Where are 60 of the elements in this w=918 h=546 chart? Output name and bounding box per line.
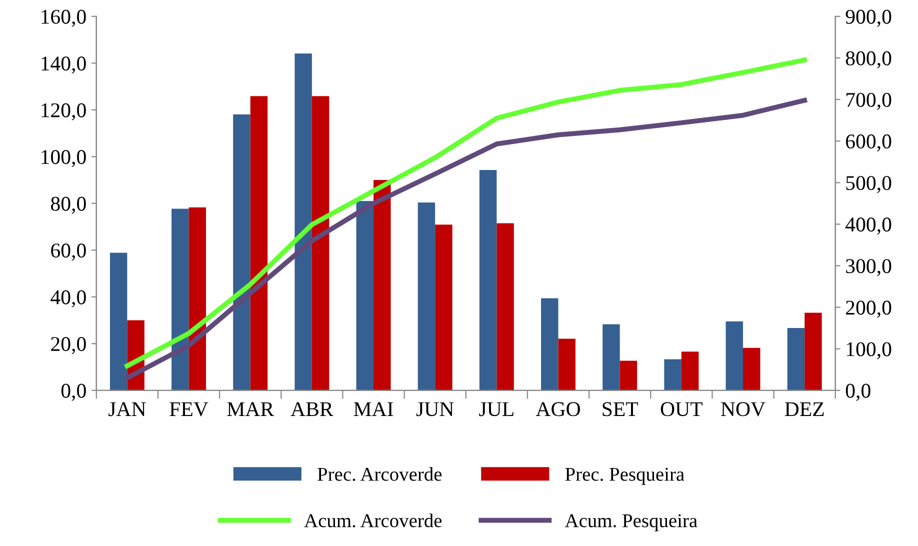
y-tick-label: 140,0 xyxy=(42,56,86,74)
y2-tick-label: 200,0 xyxy=(846,300,892,318)
y2-tick-label: 900,0 xyxy=(846,10,892,27)
bar xyxy=(726,321,744,390)
y2-tick-label: 800,0 xyxy=(846,51,892,68)
bar xyxy=(188,207,206,390)
bar xyxy=(312,96,330,390)
x-tick-label: JAN xyxy=(108,402,146,416)
x-tick-label: ABR xyxy=(290,402,334,416)
x-tick-label: AGO xyxy=(536,402,580,416)
y2-tick-label: 400,0 xyxy=(846,218,892,235)
y-tick-label: 60,0 xyxy=(51,244,86,261)
bar xyxy=(435,224,452,390)
bar xyxy=(743,348,760,390)
bar xyxy=(602,324,620,390)
y2-tick-label: 0,0 xyxy=(846,384,870,401)
x-tick-label: MAR xyxy=(227,402,274,416)
x-tick-label: DEZ xyxy=(784,402,824,416)
bar xyxy=(250,96,268,390)
bar xyxy=(233,114,250,390)
legend-label: Prec. Arcoverde xyxy=(318,467,442,481)
y-tick-label: 40,0 xyxy=(50,290,86,308)
y2-tick-label: 300,0 xyxy=(846,259,892,276)
bar xyxy=(172,208,189,390)
legend-label: Prec. Pesqueira xyxy=(565,468,684,485)
bar xyxy=(356,201,374,390)
y2-tick-label: 700,0 xyxy=(846,92,892,110)
line-series xyxy=(124,58,808,368)
bar xyxy=(418,202,436,390)
x-tick-label: NOV xyxy=(721,402,766,416)
x-tick-label: JUL xyxy=(479,402,514,416)
bar xyxy=(110,252,128,390)
bar xyxy=(496,223,514,390)
y-tick-label: 120,0 xyxy=(42,103,86,120)
y2-tick-label: 500,0 xyxy=(846,176,892,194)
bar xyxy=(541,298,558,390)
x-tick-label: FEV xyxy=(170,402,208,416)
y-tick-label: 80,0 xyxy=(51,196,86,214)
y-tick-label: 100,0 xyxy=(42,150,86,168)
line-series xyxy=(124,98,808,380)
y2-tick-label: 600,0 xyxy=(846,134,892,152)
bar xyxy=(479,170,497,390)
bar xyxy=(374,180,391,390)
bar xyxy=(664,359,682,390)
y2-tick-label: 100,0 xyxy=(846,342,892,360)
legend-label: Acum. Arcoverde xyxy=(304,514,442,528)
bar xyxy=(787,328,805,390)
y-tick-label: 160,0 xyxy=(42,10,86,27)
x-tick-label: JUN xyxy=(416,402,454,416)
y-tick-label: 0,0 xyxy=(61,384,86,401)
x-tick-label: SET xyxy=(602,402,638,416)
bar xyxy=(804,312,822,390)
x-tick-label: OUT xyxy=(660,402,702,416)
bar xyxy=(294,54,312,390)
bar xyxy=(620,360,638,390)
bar xyxy=(681,352,699,390)
bar xyxy=(558,338,576,390)
x-tick-label: MAI xyxy=(354,402,394,416)
y-tick-label: 20,0 xyxy=(51,337,86,354)
legend-label: Acum. Pesqueira xyxy=(564,514,698,532)
